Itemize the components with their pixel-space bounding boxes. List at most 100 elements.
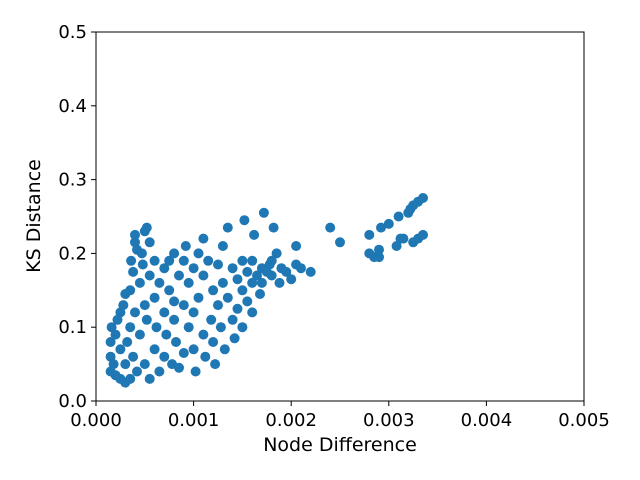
data-point bbox=[255, 289, 265, 299]
x-tick-label: 0.001 bbox=[168, 410, 220, 431]
data-point bbox=[376, 222, 386, 233]
data-point bbox=[256, 277, 267, 288]
data-point bbox=[271, 248, 282, 259]
data-point bbox=[180, 241, 191, 251]
data-point bbox=[208, 285, 219, 296]
data-point bbox=[141, 222, 152, 233]
y-axis-label: KS Distance bbox=[23, 159, 45, 273]
data-point bbox=[161, 329, 172, 340]
data-point bbox=[144, 237, 155, 248]
data-point bbox=[169, 248, 180, 259]
data-point bbox=[203, 255, 214, 266]
data-point bbox=[335, 237, 345, 248]
data-point bbox=[418, 193, 428, 203]
y-axis-ticks: 0.0 0.1 0.2 0.3 0.4 0.5 bbox=[58, 22, 96, 412]
data-point bbox=[154, 277, 165, 288]
data-point bbox=[398, 233, 409, 244]
data-point bbox=[213, 259, 223, 270]
y-tick-label: 0.4 bbox=[58, 96, 87, 117]
data-point bbox=[137, 259, 148, 270]
data-point bbox=[120, 359, 131, 370]
data-point bbox=[110, 329, 121, 340]
data-point bbox=[393, 211, 404, 222]
data-point bbox=[106, 322, 117, 333]
data-point bbox=[208, 337, 219, 347]
data-point bbox=[149, 255, 160, 266]
data-point bbox=[115, 344, 126, 355]
data-point bbox=[178, 300, 189, 311]
data-point bbox=[249, 229, 260, 240]
data-point bbox=[122, 337, 133, 347]
data-point bbox=[227, 314, 238, 325]
data-point bbox=[217, 277, 228, 288]
data-point bbox=[108, 359, 119, 370]
data-point bbox=[418, 229, 428, 240]
data-points bbox=[105, 193, 428, 388]
data-point bbox=[188, 263, 199, 274]
x-axis-ticks: 0.000 0.001 0.002 0.003 0.004 0.005 bbox=[70, 401, 610, 431]
data-point bbox=[118, 300, 129, 311]
data-point bbox=[217, 241, 228, 251]
data-point bbox=[136, 248, 147, 259]
data-point bbox=[169, 314, 180, 325]
data-point bbox=[190, 366, 201, 377]
data-point bbox=[183, 277, 194, 288]
data-point bbox=[266, 270, 277, 281]
data-point bbox=[198, 270, 209, 281]
data-point bbox=[141, 314, 152, 325]
data-point bbox=[130, 307, 140, 318]
data-point bbox=[258, 207, 269, 218]
data-point bbox=[232, 274, 243, 285]
data-point bbox=[200, 351, 211, 362]
data-point bbox=[229, 333, 240, 344]
data-point bbox=[125, 285, 136, 296]
data-point bbox=[210, 359, 221, 370]
x-tick-label: 0.005 bbox=[558, 410, 610, 431]
x-tick-label: 0.003 bbox=[363, 410, 415, 431]
data-point bbox=[374, 244, 384, 255]
x-tick-label: 0.000 bbox=[70, 410, 122, 431]
data-point bbox=[134, 329, 145, 340]
data-point bbox=[247, 255, 258, 266]
data-point bbox=[105, 337, 116, 347]
data-point bbox=[134, 277, 145, 288]
data-point bbox=[183, 322, 194, 333]
data-point bbox=[130, 229, 140, 240]
data-point bbox=[237, 285, 248, 296]
data-point bbox=[215, 322, 226, 333]
data-point bbox=[391, 241, 402, 251]
data-point bbox=[296, 263, 306, 274]
y-tick-label: 0.3 bbox=[58, 170, 87, 191]
data-point bbox=[154, 366, 165, 377]
data-point bbox=[383, 218, 394, 229]
data-point bbox=[286, 274, 297, 285]
y-tick-label: 0.1 bbox=[58, 317, 87, 338]
data-point bbox=[178, 348, 189, 358]
data-point bbox=[237, 322, 248, 333]
data-point bbox=[374, 252, 384, 263]
data-point bbox=[252, 270, 262, 281]
x-tick-label: 0.002 bbox=[265, 410, 317, 431]
data-point bbox=[242, 266, 253, 277]
data-point bbox=[126, 255, 137, 266]
x-axis-label: Node Difference bbox=[263, 434, 417, 456]
data-point bbox=[159, 307, 170, 318]
data-point bbox=[164, 255, 175, 266]
data-point bbox=[274, 277, 285, 288]
data-point bbox=[193, 248, 204, 259]
data-point bbox=[305, 266, 316, 277]
data-point bbox=[144, 373, 155, 384]
data-point bbox=[239, 215, 250, 226]
data-point bbox=[174, 362, 184, 373]
data-point bbox=[159, 351, 170, 362]
data-point bbox=[125, 322, 136, 333]
data-point bbox=[268, 222, 279, 233]
data-point bbox=[247, 307, 258, 318]
data-point bbox=[159, 263, 170, 274]
data-point bbox=[222, 292, 233, 303]
data-point bbox=[198, 329, 209, 340]
data-point bbox=[222, 222, 233, 233]
y-tick-label: 0.0 bbox=[58, 391, 87, 412]
data-point bbox=[227, 263, 238, 274]
data-point bbox=[151, 322, 162, 333]
